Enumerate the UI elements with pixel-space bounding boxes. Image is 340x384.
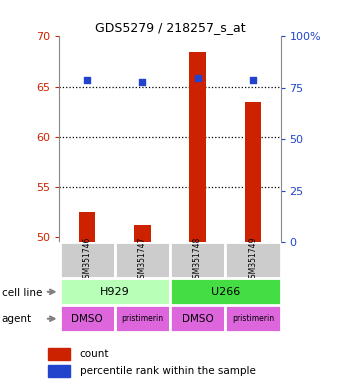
Text: percentile rank within the sample: percentile rank within the sample [80, 366, 255, 376]
Bar [79, 212, 96, 242]
Text: count: count [80, 349, 109, 359]
Point [250, 76, 256, 83]
Bar [244, 102, 261, 242]
Text: DMSO: DMSO [71, 314, 103, 324]
Text: GSM351749: GSM351749 [249, 237, 257, 283]
Text: H929: H929 [100, 287, 130, 297]
Bar [170, 242, 225, 278]
Bar [225, 305, 280, 332]
Bar [189, 51, 206, 242]
Bar [48, 365, 70, 377]
Text: GSM351746: GSM351746 [83, 237, 91, 283]
Bar [170, 305, 225, 332]
Point [195, 74, 200, 81]
Bar [134, 225, 151, 242]
Bar [170, 278, 280, 305]
Point [84, 76, 90, 83]
Bar [225, 242, 280, 278]
Point [140, 79, 145, 85]
Bar [115, 305, 170, 332]
Text: U266: U266 [210, 287, 240, 297]
Bar [115, 242, 170, 278]
Bar [59, 242, 115, 278]
Text: cell line: cell line [2, 288, 42, 298]
Bar [59, 305, 115, 332]
Title: GDS5279 / 218257_s_at: GDS5279 / 218257_s_at [95, 21, 245, 34]
Text: DMSO: DMSO [182, 314, 214, 324]
Text: GSM351748: GSM351748 [193, 237, 202, 283]
Text: pristimerin: pristimerin [232, 314, 274, 323]
Text: GSM351747: GSM351747 [138, 237, 147, 283]
Bar [59, 278, 170, 305]
Text: pristimerin: pristimerin [121, 314, 164, 323]
Bar [48, 348, 70, 360]
Text: agent: agent [2, 314, 32, 324]
